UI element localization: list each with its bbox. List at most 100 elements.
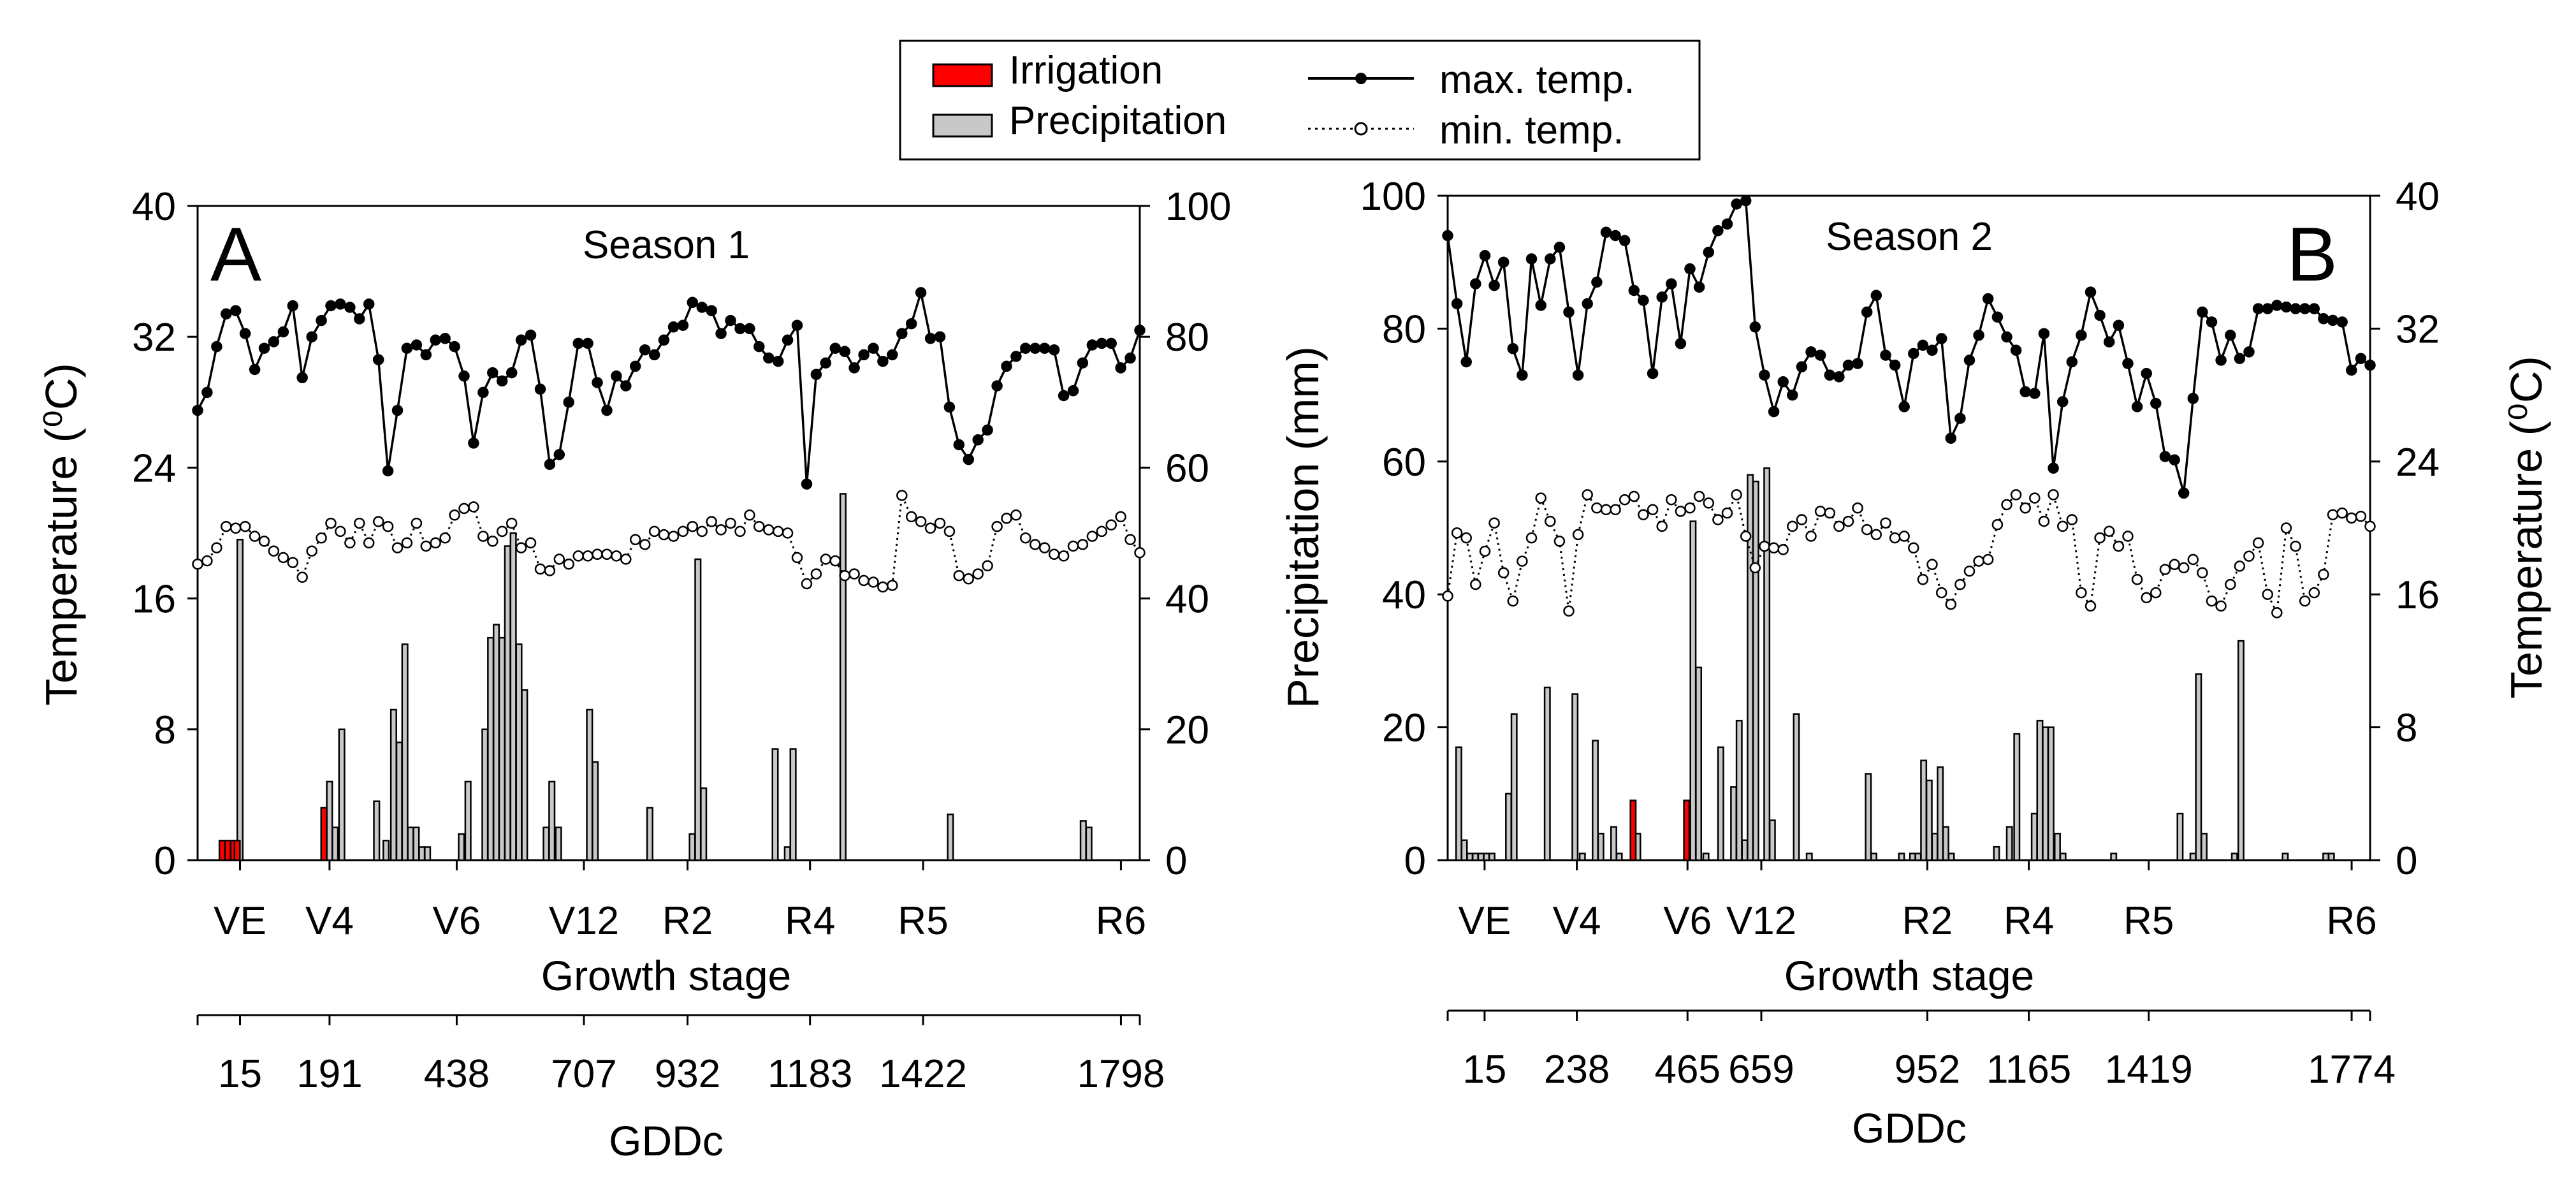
panel-a-max-temp-point (1124, 352, 1136, 364)
panel-b-max-temp-point (1666, 278, 1677, 289)
panel-b-max-temp-point (2150, 397, 2162, 409)
panel-a-gdd-label: 191 (296, 1052, 362, 1096)
panel-b-max-temp-point (2262, 303, 2273, 314)
panel-b-precip-bar (1610, 826, 1617, 861)
panel-b-max-temp-point (1470, 278, 1481, 289)
panel-a-min-temp-point (458, 502, 470, 515)
panel-b-precip-bar (1937, 766, 1944, 861)
panel-a-min-temp-point (354, 517, 365, 529)
panel-b-min-temp-point (1787, 520, 1798, 532)
panel-b-min-temp-point (1768, 542, 1780, 554)
legend-swatch-irrigation (932, 63, 993, 87)
panel-b-precip-tick-label: 80 (1382, 307, 1426, 351)
panel-b-max-temp-point (1852, 358, 1863, 369)
panel-b-max-temp-point (2299, 303, 2311, 314)
panel-a-min-temp-point (287, 557, 299, 568)
panel-a-min-temp-point (515, 542, 527, 553)
panel-b-min-temp-point (2243, 550, 2255, 562)
panel-b-min-temp-point (2169, 559, 2180, 571)
panel-a-stage-label: V6 (433, 899, 481, 943)
panel-b-temp-tick-label: 40 (2396, 175, 2440, 219)
panel-a-min-temp-point (249, 531, 261, 542)
panel-b-max-temp-point (2076, 330, 2087, 341)
panel-a-max-temp-point (763, 352, 775, 364)
panel-a-precip-bar (326, 780, 333, 861)
panel-b-stage-label: R2 (1902, 899, 1953, 943)
panel-a-temp-tick-label: 0 (154, 839, 176, 883)
panel-a-min-temp-point (772, 525, 784, 538)
panel-a-min-temp-point (953, 569, 965, 582)
panel-a-max-temp-point (1096, 337, 1108, 349)
panel-a-min-temp-point (734, 525, 746, 538)
panel-a-min-temp-point (563, 558, 574, 570)
panel-a-max-temp-point (696, 302, 708, 313)
panel-a-precip-tick-label: 100 (1165, 185, 1231, 229)
panel-b-max-temp-point (1973, 330, 1984, 341)
panel-a-max-temp-point (848, 362, 860, 374)
panel-b-min-temp-point (2327, 509, 2339, 520)
panel-a-min-temp-point (277, 552, 289, 564)
panel-b-min-temp-point (2056, 520, 2069, 532)
panel-b-precip-bar (1543, 686, 1551, 861)
panel-b-max-temp-point (1861, 306, 1873, 318)
panel-b-max-temp-point (2048, 462, 2059, 474)
panel-b-min-temp-point (1898, 531, 1910, 542)
panel-a-max-temp-point (515, 334, 527, 346)
panel-b-max-temp-point (1842, 359, 1854, 371)
panel-b-max-temp-point (1442, 230, 1453, 242)
panel-b-min-temp-point (1488, 517, 1500, 529)
panel-a-max-temp-point (525, 329, 537, 341)
panel-b-min-temp-point (2225, 578, 2236, 590)
panel-b-min-temp-point (1870, 529, 1882, 541)
panel-a-min-temp-point (725, 517, 736, 529)
panel-b-max-temp-point (1675, 338, 1687, 349)
panel-b-max-temp-point (1824, 369, 1836, 381)
panel-b-max-temp-point (1945, 432, 1957, 444)
panel-a-min-temp-point (991, 520, 1003, 532)
panel-a-max-temp-point (592, 377, 603, 388)
panel-b-max-temp-point (2103, 336, 2115, 348)
panel-a-max-temp-point (648, 349, 660, 361)
panel-a-stage-label: R4 (785, 899, 835, 943)
panel-a-max-temp-point (887, 349, 898, 361)
panel-b-min-temp-point (2355, 511, 2367, 522)
panel-b-temp-tick-label: 24 (2396, 441, 2440, 485)
panel-a-min-temp-point (687, 520, 699, 532)
panel-a-max-temp-point (439, 333, 451, 344)
panel-b-min-temp-point (1973, 555, 1984, 567)
panel-a-max-temp-point (620, 380, 632, 392)
panel-a-precip-bar (458, 833, 465, 861)
panel-b-min-temp-point (1880, 517, 1891, 529)
panel-b-temp-tick-label: 0 (2396, 839, 2417, 883)
panel-b-min-temp-point (1517, 555, 1528, 567)
panel-a-min-temp-point (820, 553, 832, 565)
panel-a-max-temp-point (706, 305, 717, 316)
panel-b-max-temp-point (1833, 371, 1845, 383)
panel-b-max-temp-point (2318, 313, 2329, 325)
panel-b-precip-tick-label: 40 (1382, 573, 1426, 617)
panel-a-min-temp-point (715, 524, 727, 536)
panel-a-max-temp-point (1048, 344, 1060, 356)
panel-a-irrigation-bar (218, 839, 226, 861)
panel-a-xlabel: Growth stage (541, 952, 792, 999)
panel-a-precip-bar (789, 748, 797, 861)
panel-a-max-temp-point (896, 328, 908, 339)
panel-b-precip-bar (1942, 826, 1949, 861)
panel-a-min-temp-point (468, 501, 479, 513)
panel-b-max-temp-point (2225, 330, 2236, 341)
panel-b-max-temp-point (2243, 346, 2255, 358)
panel-b-max-temp-point (2010, 344, 2022, 356)
panel-b-gdd-label: 1774 (2308, 1048, 2396, 1092)
panel-a-precip-bar (700, 787, 708, 861)
panel-a-max-temp-point (687, 296, 699, 309)
panel-a-min-temp-point (544, 565, 556, 576)
panel-a-min-temp-point (1010, 509, 1022, 521)
panel-b-precip-bar (1768, 819, 1776, 861)
panel-a-max-temp-point (239, 328, 251, 339)
panel-b-min-temp-point (2076, 587, 2087, 599)
panel-b-precip-bar (1477, 853, 1485, 861)
panel-b-stage-label: R5 (2123, 899, 2174, 943)
panel-b-max-temp-point (1554, 242, 1566, 253)
panel-b-precip-bar (1578, 853, 1586, 861)
panel-b-max-temp-point (1805, 346, 1817, 358)
